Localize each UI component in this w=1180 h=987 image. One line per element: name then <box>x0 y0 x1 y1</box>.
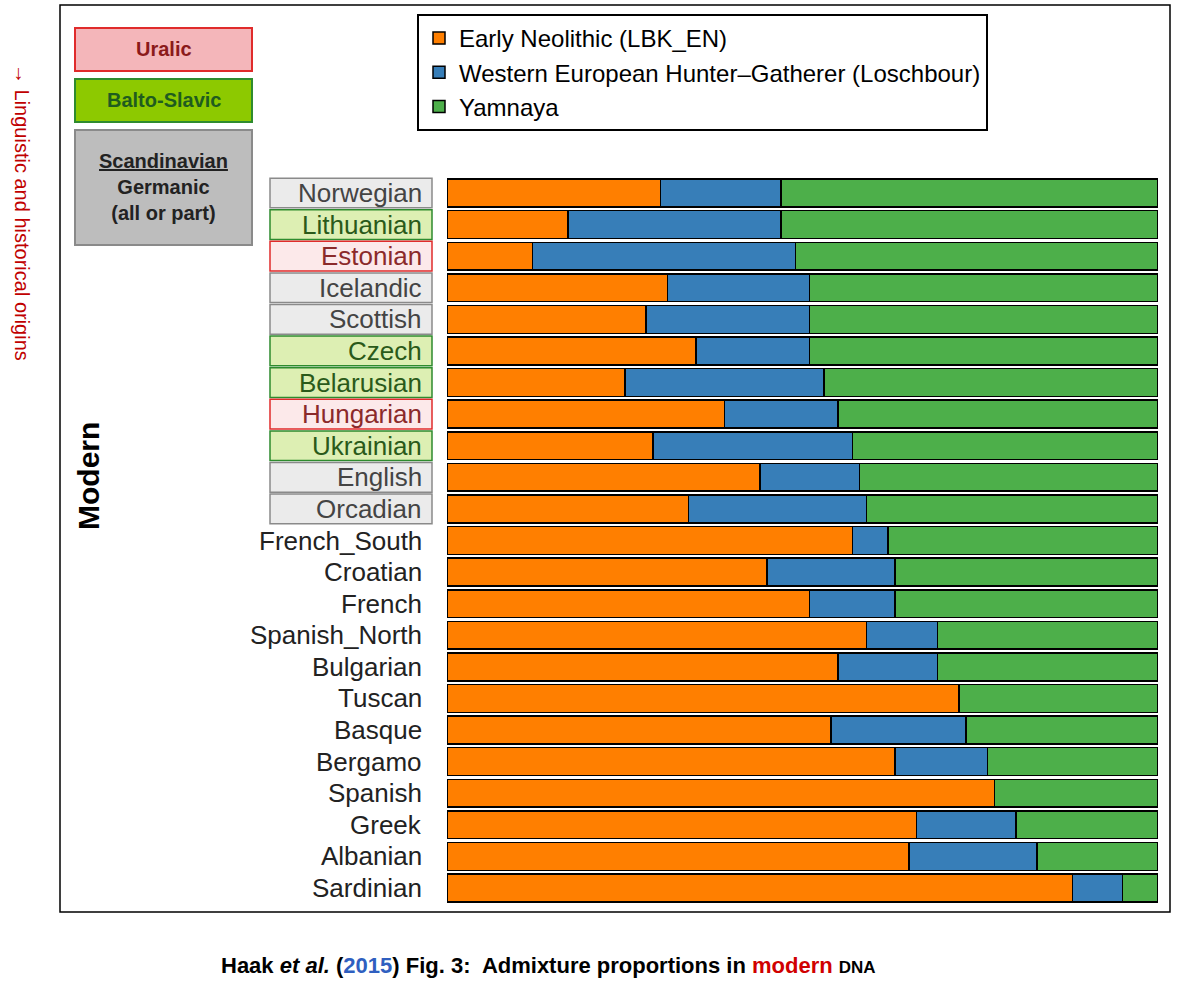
svg-text:Haak et al. (2015) Fig. 3: Ad: Haak et al. (2015) Fig. 3: Admixture pro… <box>221 953 876 978</box>
svg-text:Orcadian: Orcadian <box>316 494 422 524</box>
svg-text:Spanish_North: Spanish_North <box>250 620 422 650</box>
svg-text:French_South: French_South <box>259 526 422 556</box>
svg-text:Bergamo: Bergamo <box>316 747 422 777</box>
svg-text:French: French <box>341 589 422 619</box>
svg-text:Estonian: Estonian <box>321 241 422 271</box>
svg-text:Sardinian: Sardinian <box>312 873 422 903</box>
svg-text:Tuscan: Tuscan <box>338 683 422 713</box>
svg-text:Yamnaya: Yamnaya <box>459 94 559 121</box>
svg-text:Modern: Modern <box>72 422 105 530</box>
svg-text:Early Neolithic (LBK_EN): Early Neolithic (LBK_EN) <box>459 25 727 52</box>
svg-text:Uralic: Uralic <box>136 38 192 60</box>
svg-text:Czech: Czech <box>348 336 422 366</box>
svg-text:Bulgarian: Bulgarian <box>312 652 422 682</box>
svg-text:Western European Hunter–Gather: Western European Hunter–Gatherer (Loschb… <box>459 60 980 87</box>
svg-text:Greek: Greek <box>350 810 422 840</box>
svg-text:English: English <box>337 462 422 492</box>
svg-text:Ukrainian: Ukrainian <box>312 431 422 461</box>
svg-text:Lithuanian: Lithuanian <box>302 210 422 240</box>
svg-text:Croatian: Croatian <box>324 557 422 587</box>
svg-text:Albanian: Albanian <box>321 841 422 871</box>
svg-text:Icelandic: Icelandic <box>319 273 422 303</box>
svg-text:Spanish: Spanish <box>328 778 422 808</box>
svg-text:ScandinavianGermanic(all or pa: ScandinavianGermanic(all or part) <box>99 150 228 224</box>
svg-text:Norwegian: Norwegian <box>298 178 422 208</box>
svg-text:Basque: Basque <box>334 715 422 745</box>
svg-text:Balto-Slavic: Balto-Slavic <box>107 89 221 111</box>
svg-text:→ Linguistic and historical or: → Linguistic and historical origins <box>11 64 33 361</box>
svg-text:Hungarian: Hungarian <box>302 399 422 429</box>
svg-text:Belarusian: Belarusian <box>299 368 422 398</box>
svg-text:Scottish: Scottish <box>329 304 422 334</box>
